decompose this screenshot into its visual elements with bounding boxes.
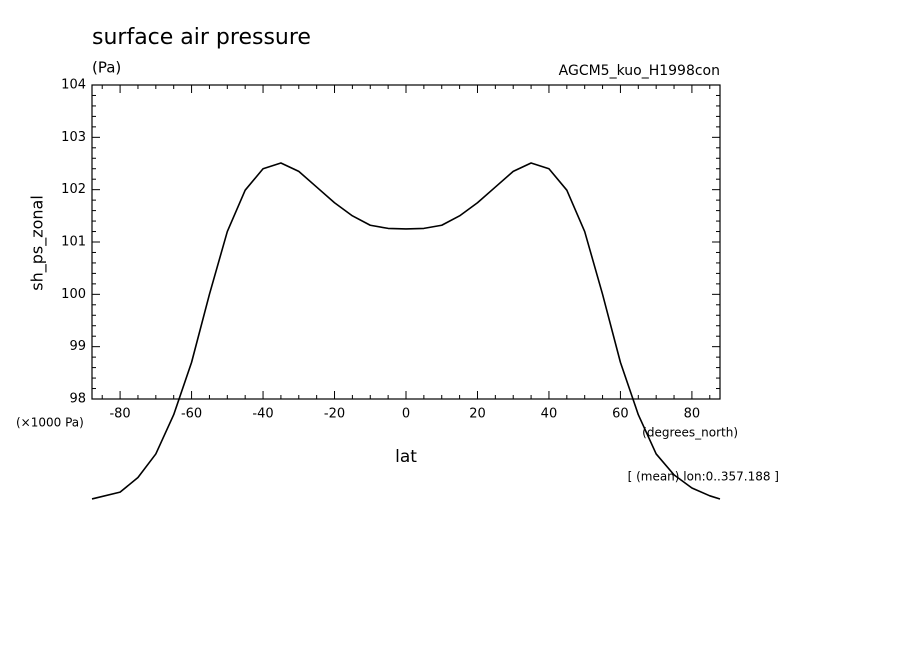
x-tick-label: -20	[324, 407, 345, 422]
y-unit: (×1000 Pa)	[16, 416, 84, 430]
footnote: [ (mean) lon:0..357.188 ]	[628, 470, 779, 484]
y-tick-label: 102	[61, 182, 86, 197]
x-tick-label: 20	[469, 407, 486, 422]
subtitle: (Pa)	[92, 59, 121, 77]
y-tick-label: 103	[61, 130, 86, 145]
x-tick-label: -60	[181, 407, 202, 422]
y-tick-label: 104	[61, 78, 86, 93]
y-tick-label: 99	[69, 339, 86, 354]
data-line	[91, 162, 721, 500]
annotation: AGCM5_kuo_H1998con	[559, 63, 720, 79]
x-tick-label: 60	[612, 407, 629, 422]
plot-frame	[91, 84, 721, 400]
y-tick-label: 98	[69, 392, 86, 407]
x-tick-label: -40	[252, 407, 273, 422]
x-tick-label: 80	[684, 407, 701, 422]
chart-title: surface air pressure	[92, 25, 311, 50]
x-tick-label: -80	[109, 407, 130, 422]
x-tick-label: 0	[402, 407, 410, 422]
y-tick-label: 101	[61, 235, 86, 250]
x-unit: (degrees_north)	[642, 426, 738, 440]
y-axis-label: sh_ps_zonal	[28, 195, 48, 291]
x-tick-label: 40	[541, 407, 558, 422]
x-axis-label: lat	[395, 447, 417, 467]
y-tick-label: 100	[61, 287, 86, 302]
